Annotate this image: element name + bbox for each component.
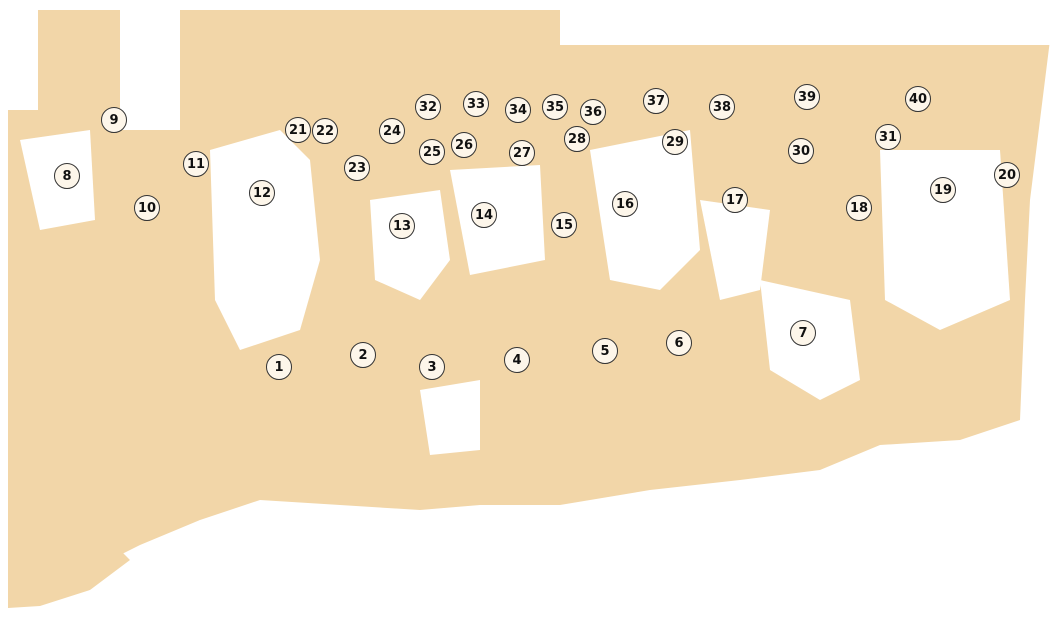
person-marker-16: 16 bbox=[612, 191, 638, 217]
person-marker-5: 5 bbox=[592, 338, 618, 364]
person-marker-23: 23 bbox=[344, 155, 370, 181]
person-marker-12: 12 bbox=[249, 180, 275, 206]
person-marker-35: 35 bbox=[542, 94, 568, 120]
person-marker-11: 11 bbox=[183, 151, 209, 177]
person-marker-34: 34 bbox=[505, 97, 531, 123]
person-marker-33: 33 bbox=[463, 91, 489, 117]
person-marker-32: 32 bbox=[415, 94, 441, 120]
person-marker-10: 10 bbox=[134, 195, 160, 221]
person-marker-18: 18 bbox=[846, 195, 872, 221]
person-marker-37: 37 bbox=[643, 88, 669, 114]
person-marker-2: 2 bbox=[350, 342, 376, 368]
person-marker-31: 31 bbox=[875, 124, 901, 150]
person-marker-36: 36 bbox=[580, 99, 606, 125]
person-marker-25: 25 bbox=[419, 139, 445, 165]
person-marker-8: 8 bbox=[54, 163, 80, 189]
person-marker-21: 21 bbox=[285, 117, 311, 143]
person-marker-38: 38 bbox=[709, 94, 735, 120]
person-marker-13: 13 bbox=[389, 213, 415, 239]
person-marker-28: 28 bbox=[564, 126, 590, 152]
person-marker-14: 14 bbox=[471, 202, 497, 228]
person-marker-30: 30 bbox=[788, 138, 814, 164]
person-marker-9: 9 bbox=[101, 107, 127, 133]
person-marker-17: 17 bbox=[722, 187, 748, 213]
person-marker-4: 4 bbox=[504, 347, 530, 373]
person-marker-40: 40 bbox=[905, 86, 931, 112]
person-marker-24: 24 bbox=[379, 118, 405, 144]
person-marker-26: 26 bbox=[451, 132, 477, 158]
person-marker-22: 22 bbox=[312, 118, 338, 144]
person-marker-15: 15 bbox=[551, 212, 577, 238]
person-marker-20: 20 bbox=[994, 162, 1020, 188]
person-marker-39: 39 bbox=[794, 84, 820, 110]
person-marker-3: 3 bbox=[419, 354, 445, 380]
person-marker-7: 7 bbox=[790, 320, 816, 346]
person-marker-19: 19 bbox=[930, 177, 956, 203]
person-marker-6: 6 bbox=[666, 330, 692, 356]
person-marker-29: 29 bbox=[662, 129, 688, 155]
person-marker-1: 1 bbox=[266, 354, 292, 380]
person-marker-27: 27 bbox=[509, 140, 535, 166]
